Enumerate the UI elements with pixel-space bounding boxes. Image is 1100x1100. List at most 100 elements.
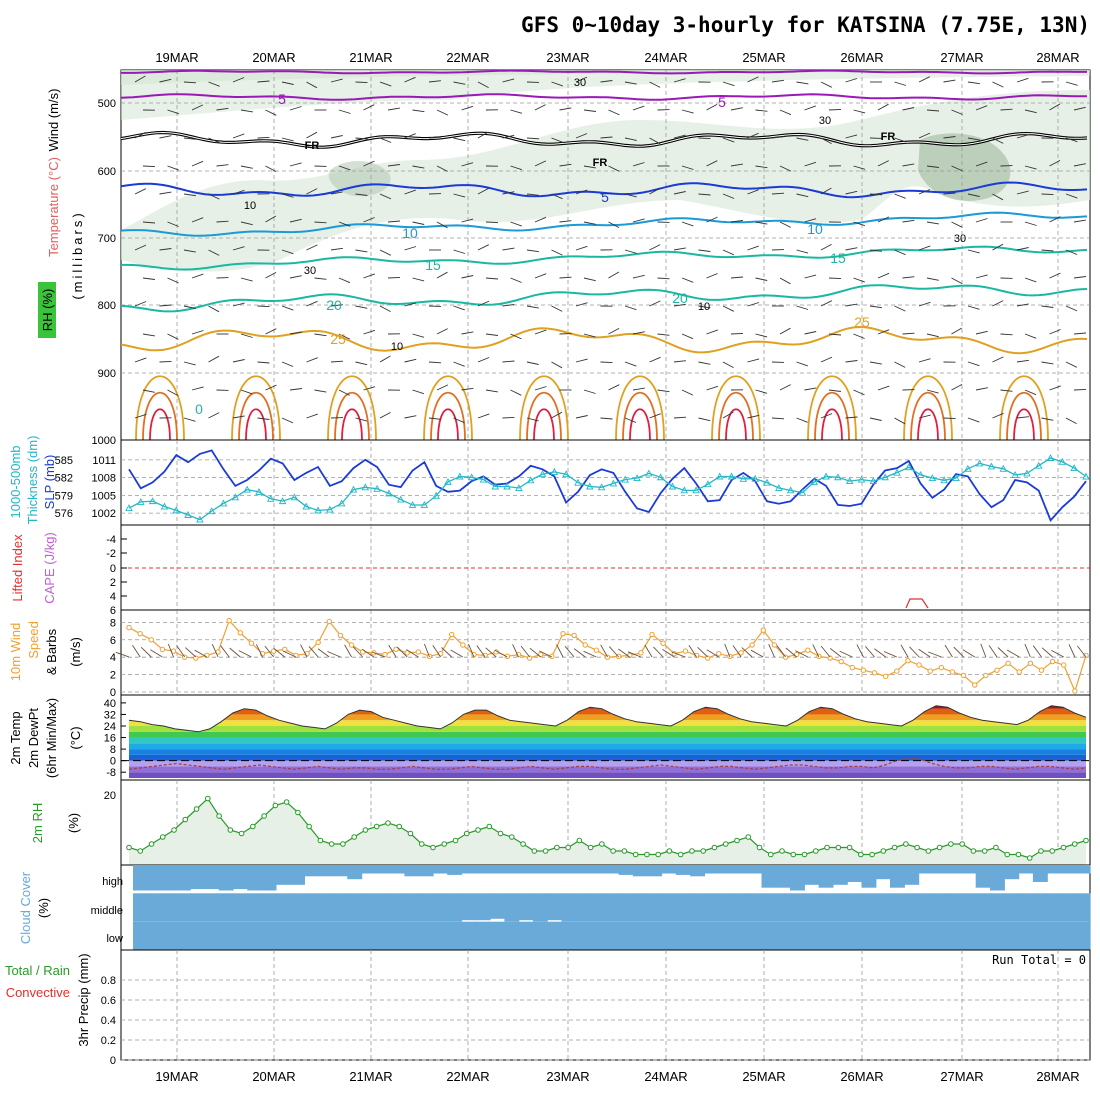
wind-barb bbox=[338, 277, 351, 284]
wind-barb bbox=[796, 417, 808, 423]
run-total: Run Total = 0 bbox=[992, 953, 1086, 967]
wind10-speed-marker bbox=[159, 646, 166, 653]
wind-barb bbox=[1016, 303, 1029, 307]
cloud-bar bbox=[532, 865, 548, 874]
wind-barb bbox=[869, 193, 883, 196]
pressure-axis: 500 600 700 800 900 1000 bbox=[92, 98, 116, 447]
pressure-tick-label: 700 bbox=[98, 233, 116, 245]
thickness-marker bbox=[361, 483, 370, 491]
cloud-bar bbox=[832, 893, 848, 922]
wind10-speed-marker bbox=[1049, 658, 1056, 665]
cloud-bar bbox=[433, 893, 448, 922]
wind10-speed-marker bbox=[938, 664, 945, 671]
wind-barb bbox=[575, 415, 588, 419]
date-label-bottom: 22MAR bbox=[446, 1069, 489, 1084]
cloud-bar bbox=[190, 921, 205, 950]
cloud-bar bbox=[304, 921, 320, 950]
boundary-layer-isotherm bbox=[334, 392, 370, 440]
wind-barb bbox=[1024, 109, 1037, 114]
wind-barb bbox=[461, 331, 474, 335]
wind-barb bbox=[453, 249, 466, 254]
wind-barb bbox=[975, 387, 988, 391]
wind-barb bbox=[796, 361, 808, 367]
wind-barb bbox=[387, 107, 400, 111]
wind-barb bbox=[1091, 77, 1100, 82]
cloud-bar bbox=[190, 865, 205, 890]
wind-barb bbox=[281, 137, 294, 142]
wind10-barb bbox=[361, 648, 375, 658]
cloud-label-middle: middle bbox=[91, 905, 123, 917]
wind-barb bbox=[747, 132, 759, 139]
cloud-bar bbox=[690, 865, 705, 877]
wind-barb bbox=[943, 248, 956, 251]
slp-line bbox=[128, 449, 1087, 522]
wind-barb bbox=[1024, 389, 1037, 396]
wind-barb bbox=[232, 246, 245, 251]
wind10-speed-marker bbox=[972, 682, 978, 688]
cloud-bar bbox=[1032, 893, 1048, 922]
wind10-barb bbox=[283, 650, 297, 658]
lifted-index-tick-label: -2 bbox=[106, 548, 116, 560]
cloud-bar bbox=[747, 921, 763, 950]
wind-barb bbox=[232, 359, 245, 363]
wind-barb bbox=[1049, 385, 1061, 391]
date-label-bottom: 24MAR bbox=[644, 1069, 687, 1084]
cloud-bar bbox=[918, 893, 934, 922]
wind-barb bbox=[240, 277, 253, 282]
wind-barb bbox=[943, 417, 956, 420]
wind10-barb bbox=[485, 647, 497, 658]
wind-barb bbox=[159, 304, 172, 307]
wind10-speed-marker bbox=[960, 672, 967, 679]
wind-barb bbox=[436, 109, 449, 116]
wind-barb bbox=[706, 216, 718, 223]
wind10-barb bbox=[1006, 649, 1020, 658]
thickness-marker bbox=[964, 464, 972, 472]
wind10-barb bbox=[768, 644, 775, 658]
cloud-bar bbox=[775, 921, 791, 950]
wind-barb bbox=[1073, 276, 1086, 279]
rh2m-marker bbox=[824, 844, 830, 851]
wind-barb bbox=[1073, 106, 1086, 111]
wind-barb bbox=[845, 190, 858, 195]
wind-barb bbox=[159, 78, 172, 83]
wind-barb bbox=[755, 333, 768, 338]
cloud-bar bbox=[632, 865, 648, 877]
wind-barb bbox=[436, 165, 448, 172]
cloud-bar bbox=[961, 921, 977, 950]
temp2m-colour-band bbox=[129, 772, 1086, 778]
wind10-speed-marker bbox=[181, 654, 188, 660]
date-label-bottom: 28MAR bbox=[1036, 1069, 1079, 1084]
wind-barb bbox=[853, 165, 866, 170]
isotherm-label: 0 bbox=[195, 401, 203, 417]
wind-barb bbox=[379, 249, 391, 256]
wind10-barb bbox=[980, 643, 987, 658]
boundary-layer-isotherm bbox=[430, 392, 466, 440]
wind10-barb bbox=[317, 648, 330, 658]
wind-barb bbox=[877, 329, 890, 335]
thickness-marker bbox=[834, 473, 842, 481]
lifted-index-label: Lifted Index bbox=[10, 534, 25, 602]
wind-barb bbox=[608, 221, 620, 228]
rh2m-marker bbox=[959, 841, 965, 847]
wind-barb bbox=[1049, 103, 1061, 111]
cloud-bar bbox=[304, 865, 320, 877]
thickness-marker bbox=[952, 474, 960, 481]
cloud-bar bbox=[704, 865, 720, 874]
wind-barb bbox=[608, 165, 620, 172]
wind10-barb bbox=[608, 646, 619, 658]
boundary-layer-isotherm bbox=[1013, 408, 1035, 440]
cloud-bar bbox=[947, 865, 963, 874]
wind10-speed-marker bbox=[649, 631, 655, 638]
thickness-marker bbox=[326, 505, 334, 513]
thickness-marker bbox=[1082, 472, 1090, 480]
wind10-barb bbox=[573, 648, 586, 658]
cloud-bar bbox=[861, 921, 877, 950]
wind-barb bbox=[412, 109, 425, 113]
cloud-bar bbox=[1004, 921, 1020, 950]
thickness-tick-label: 582 bbox=[55, 473, 73, 485]
precip-label-total: Total / Rain bbox=[5, 963, 70, 978]
wind-barb bbox=[657, 277, 670, 280]
wind-barb bbox=[216, 107, 229, 111]
wind-barb bbox=[232, 189, 245, 195]
cloud-bar bbox=[418, 893, 434, 922]
